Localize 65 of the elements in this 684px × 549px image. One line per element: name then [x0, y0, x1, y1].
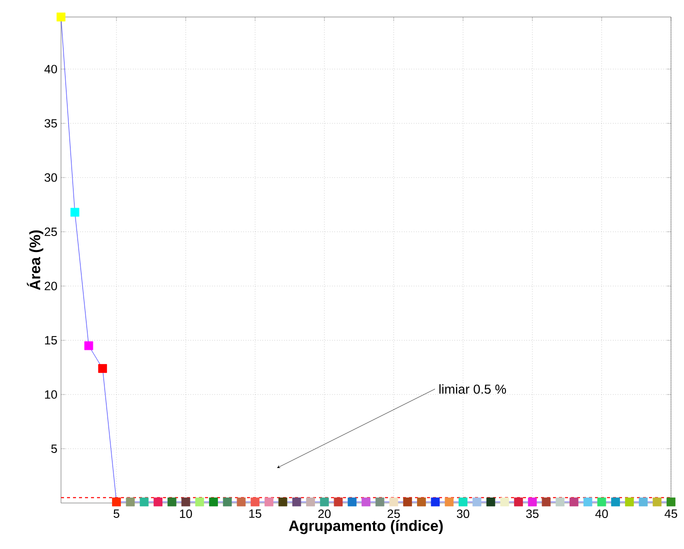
x-tick-label: 40	[595, 510, 608, 518]
point	[264, 498, 274, 506]
annotation: limiar 0.5 %	[439, 384, 506, 394]
point	[570, 498, 578, 506]
point	[403, 498, 412, 506]
point	[458, 498, 468, 506]
point	[528, 498, 537, 506]
point	[292, 498, 302, 506]
x-tick-label: 25	[388, 510, 400, 518]
point	[209, 498, 218, 506]
point	[444, 498, 454, 506]
point	[542, 498, 551, 506]
point	[500, 498, 510, 506]
point	[625, 498, 634, 506]
point	[112, 498, 121, 506]
point	[168, 498, 176, 506]
x-tick-label: 20	[318, 510, 331, 518]
y-tick-label: 20	[44, 282, 58, 290]
point	[70, 208, 80, 217]
y-tick-label: 5	[51, 444, 57, 453]
point	[597, 498, 606, 506]
point	[472, 498, 482, 506]
point	[98, 364, 107, 373]
point	[652, 498, 662, 506]
y-tick-label: 10	[45, 390, 58, 399]
point	[417, 498, 426, 506]
point	[126, 498, 135, 506]
point	[222, 498, 232, 506]
x-tick-label: 30	[456, 510, 470, 518]
point	[306, 498, 315, 506]
y-tick-label: 25	[44, 228, 57, 236]
point	[236, 498, 246, 506]
y-tick-label: 30	[44, 173, 58, 182]
x-axis-title: Agrupamento (índice)	[288, 520, 443, 534]
y-tick-label: 40	[44, 64, 58, 74]
point	[195, 498, 204, 506]
point	[430, 498, 440, 506]
point	[666, 498, 676, 506]
point	[84, 341, 94, 350]
point	[250, 498, 260, 506]
point	[486, 498, 496, 506]
point	[181, 498, 190, 506]
point	[362, 498, 370, 506]
point	[320, 498, 329, 506]
point	[140, 498, 149, 506]
x-tick-label: 5	[114, 510, 120, 518]
point	[514, 498, 523, 506]
point	[556, 498, 564, 506]
x-tick-label: 45	[664, 510, 678, 518]
point	[56, 12, 66, 22]
x-tick-label: 15	[249, 510, 262, 518]
point	[348, 498, 357, 506]
point	[583, 498, 592, 506]
point	[278, 498, 288, 506]
point	[154, 498, 162, 506]
point	[334, 498, 343, 506]
y-tick-label: 35	[44, 119, 57, 128]
point	[638, 498, 648, 506]
x-tick-label: 10	[180, 510, 192, 518]
point	[389, 498, 398, 506]
x-tick-label: 35	[526, 510, 539, 518]
point	[611, 498, 620, 506]
y-tick-label: 15	[45, 336, 57, 344]
y-axis-title: Área (%)	[26, 230, 44, 290]
point	[375, 498, 384, 506]
